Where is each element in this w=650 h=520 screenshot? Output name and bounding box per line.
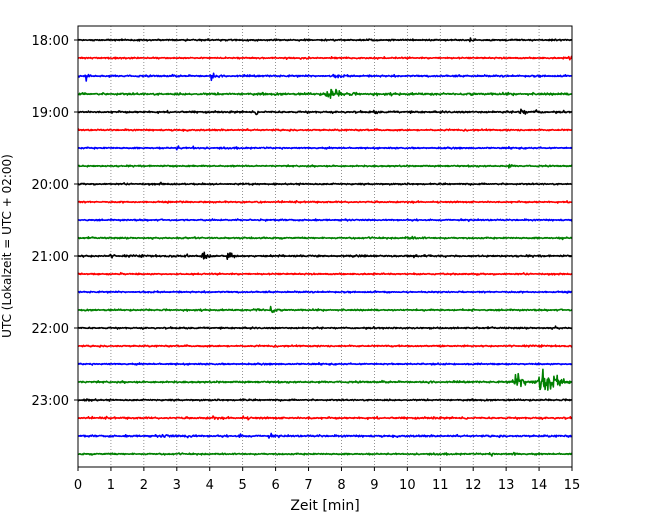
trace-2230	[77, 361, 573, 366]
trace-1830	[77, 72, 573, 82]
trace-1930	[77, 145, 573, 151]
trace-1915	[77, 128, 573, 132]
trace-2300	[77, 398, 573, 402]
trace-2115	[77, 271, 573, 276]
y-axis-label: UTC (Lokalzeit = UTC + 02:00)	[0, 154, 14, 338]
x-tick-label-8: 8	[337, 478, 345, 493]
x-tick-label-0: 0	[74, 478, 82, 493]
plot-frame	[77, 25, 573, 468]
y-axis-ticks: 18:00 19:00 20:00 21:00 22:00 23:00	[32, 34, 78, 409]
trace-2245	[77, 368, 573, 391]
trace-1900	[77, 108, 573, 116]
x-tick-label-12: 12	[465, 478, 482, 493]
trace-2015	[77, 200, 573, 204]
x-tick-label-3: 3	[173, 478, 181, 493]
x-tick-label-5: 5	[239, 478, 247, 493]
trace-2130	[77, 290, 573, 294]
x-axis-ticks: 0 1 2 3 4 5 6 7 8 9 10 11 12 13 14 15	[74, 467, 580, 493]
x-tick-label-1: 1	[107, 478, 115, 493]
y-tick-label-2000: 20:00	[32, 178, 69, 193]
x-tick-label-2: 2	[140, 478, 148, 493]
x-tick-label-6: 6	[271, 478, 279, 493]
trace-1815	[77, 55, 573, 61]
trace-1945	[77, 163, 573, 169]
x-axis-label: Zeit [min]	[290, 498, 359, 514]
trace-2200	[77, 325, 573, 330]
trace-2000	[77, 181, 573, 186]
trace-2215	[77, 344, 573, 348]
trace-2315	[77, 415, 573, 421]
trace-1800	[77, 37, 573, 43]
x-tick-label-13: 13	[498, 478, 515, 493]
x-tick-label-10: 10	[399, 478, 416, 493]
trace-1845	[77, 88, 573, 99]
trace-2030	[77, 218, 573, 223]
x-tick-label-7: 7	[304, 478, 312, 493]
trace-2145	[77, 305, 573, 314]
x-tick-label-4: 4	[206, 478, 214, 493]
y-tick-label-2100: 21:00	[32, 250, 69, 265]
y-tick-label-1900: 19:00	[32, 106, 69, 121]
trace-2330	[77, 432, 573, 439]
trace-2045	[77, 235, 573, 241]
x-tick-label-9: 9	[370, 478, 378, 493]
y-tick-label-2200: 22:00	[32, 322, 69, 337]
y-tick-label-1800: 18:00	[32, 34, 69, 49]
y-tick-label-2300: 23:00	[32, 394, 69, 409]
plot-background	[78, 26, 572, 467]
x-tick-label-15: 15	[564, 478, 581, 493]
trace-group	[77, 37, 573, 457]
x-tick-label-14: 14	[531, 478, 548, 493]
trace-2345	[77, 451, 573, 457]
trace-2100	[77, 251, 573, 261]
x-tick-label-11: 11	[432, 478, 449, 493]
